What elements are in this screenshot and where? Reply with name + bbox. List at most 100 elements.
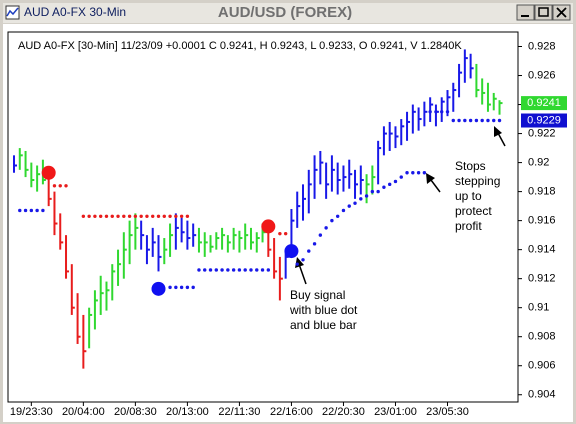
y-tick-label: 0.918 [528,186,556,198]
stop-dot [23,208,28,213]
stop-dot [399,175,403,179]
close-button[interactable] [552,4,571,21]
stop-dot [226,268,230,272]
annotation: and blue bar [290,318,357,332]
stop-dot [451,118,455,123]
info-line: AUD A0-FX [30-Min] 11/23/09 +0.0001 C 0.… [18,40,462,52]
annotation: with blue dot [289,303,358,317]
stop-dot [393,179,398,184]
stop-dot [486,118,490,123]
stop-dot [197,268,201,272]
stop-dot [145,214,149,218]
stop-dot [330,218,334,223]
y-tick-label: 0.914 [528,244,556,256]
stop-dot [341,208,346,213]
stop-dot [370,189,375,194]
stop-dot [376,189,380,194]
stop-dot [445,110,450,114]
x-tick-label: 22/16:00 [270,406,313,418]
stop-dot [174,214,178,218]
stop-dot [440,110,444,114]
stop-dot [64,184,68,188]
stop-dot [382,185,386,189]
stop-dot [347,204,351,208]
stop-dot [133,214,138,218]
stop-dot [231,268,236,272]
y-tick-label: 0.928 [528,40,556,52]
stop-dot [411,171,415,175]
stop-dot [29,208,34,213]
stop-dot [93,214,97,218]
annotation: Stops [455,159,486,173]
annotation: profit [455,219,482,233]
stop-dot [99,214,103,218]
stop-dot [364,194,369,198]
minimize-button[interactable] [516,4,535,21]
y-tick-label: 0.922 [528,127,556,139]
price-label: 0.9241 [527,97,561,109]
stop-dot [151,214,155,218]
stop-dot [208,268,213,272]
price-label: 0.9229 [527,114,561,126]
stop-dot [179,285,184,290]
y-tick-label: 0.926 [528,69,556,81]
stop-dot [422,171,427,175]
y-tick-label: 0.908 [528,331,556,343]
stop-dot [335,214,340,218]
stop-dot [81,214,86,218]
annotation: protect [455,204,492,218]
stop-dot [174,285,178,290]
stop-dot [116,214,120,218]
stop-dot [243,268,247,272]
signal-dot [261,219,276,234]
stop-dot [185,214,190,218]
stop-dot [249,268,253,272]
maximize-button[interactable] [534,4,553,21]
x-tick-label: 19/23:30 [10,406,53,418]
stop-dot [203,268,207,272]
signal-dot [151,281,166,296]
stop-dot [428,110,432,114]
stop-dot [162,214,166,218]
stop-dot [127,214,132,218]
stop-dot [266,268,271,272]
x-tick-label: 23/05:30 [426,406,469,418]
stop-dot [474,118,479,123]
stop-dot [41,208,45,213]
stop-dot [405,171,409,175]
app-icon [5,5,20,20]
stop-dot [18,208,22,213]
stop-dot [388,182,392,187]
stop-dot [87,214,91,218]
stop-dot [307,249,311,253]
stop-dot [214,268,218,272]
annotation: Buy signal [290,288,345,302]
stop-dot [278,231,282,236]
stop-dot [52,184,57,188]
stop-dot [260,268,265,272]
stop-dot [191,285,195,290]
x-tick-label: 20/13:00 [166,406,209,418]
stop-dot [139,214,143,218]
chart-title: AUD/USD (FOREX) [218,4,352,21]
x-tick-label: 22/11:30 [218,406,260,418]
x-tick-label: 23/01:00 [374,406,417,418]
y-tick-label: 0.912 [528,273,556,285]
stop-dot [185,285,190,290]
signal-dot [41,165,56,180]
stop-dot [58,184,62,188]
x-tick-label: 20/08:30 [114,406,157,418]
y-tick-label: 0.916 [528,215,556,227]
stop-dot [497,118,502,123]
stop-dot [457,118,461,123]
y-tick-label: 0.904 [528,389,556,401]
stop-dot [359,197,363,201]
y-tick-label: 0.906 [528,360,556,372]
stop-dot [237,268,242,272]
annotation: up to [455,189,482,203]
stop-dot [110,214,114,218]
stop-dot [324,226,328,230]
price-box [521,96,567,111]
